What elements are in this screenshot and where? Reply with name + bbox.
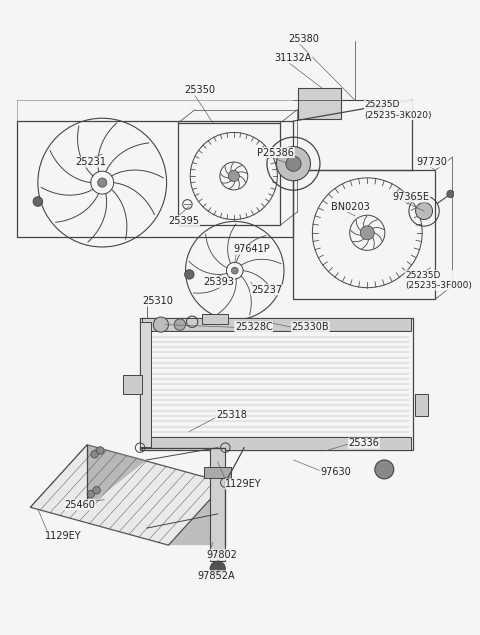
Circle shape (231, 267, 238, 274)
Text: BN0203: BN0203 (331, 201, 370, 211)
Circle shape (93, 486, 100, 494)
Circle shape (447, 190, 455, 197)
Polygon shape (30, 444, 225, 545)
Text: 1129EY: 1129EY (225, 479, 262, 489)
Circle shape (416, 203, 432, 220)
Text: 25235D
(25235-3K020): 25235D (25235-3K020) (364, 100, 432, 119)
Text: 25380: 25380 (288, 34, 320, 44)
Text: 25237: 25237 (251, 285, 282, 295)
Bar (178, 123, 280, 225)
Circle shape (91, 450, 98, 458)
Circle shape (174, 319, 186, 330)
Circle shape (153, 317, 168, 332)
Circle shape (286, 156, 301, 171)
Text: 97852A: 97852A (197, 571, 235, 581)
Bar (140, 322, 152, 446)
Text: 25318: 25318 (216, 410, 247, 420)
Circle shape (228, 170, 240, 182)
Text: 97802: 97802 (206, 550, 237, 560)
Text: 97365E: 97365E (393, 192, 430, 202)
Text: 25235D
(25235-3F000): 25235D (25235-3F000) (405, 271, 472, 290)
Text: 25328C: 25328C (235, 322, 273, 331)
Text: 97641P: 97641P (234, 244, 271, 254)
Text: 25330B: 25330B (291, 322, 329, 331)
Text: 25231: 25231 (76, 157, 107, 167)
Bar (142, 318, 411, 331)
Text: 97630: 97630 (320, 467, 351, 477)
Text: 25310: 25310 (142, 296, 173, 306)
Circle shape (210, 561, 225, 577)
Text: 31132A: 31132A (275, 53, 312, 63)
Text: 97730: 97730 (417, 157, 447, 167)
Circle shape (97, 178, 107, 187)
Polygon shape (87, 444, 147, 507)
Circle shape (87, 490, 95, 498)
Circle shape (276, 147, 311, 181)
Bar (140, 318, 413, 450)
Bar (202, 314, 228, 324)
Circle shape (185, 270, 194, 279)
Polygon shape (298, 88, 341, 119)
Text: 25395: 25395 (168, 216, 200, 225)
Circle shape (33, 197, 43, 206)
Bar (415, 394, 428, 417)
Bar (123, 375, 142, 394)
Text: 25393: 25393 (204, 277, 234, 287)
Text: 1129EY: 1129EY (46, 531, 82, 541)
Circle shape (360, 226, 374, 240)
Text: P25386: P25386 (257, 147, 294, 157)
Circle shape (374, 105, 384, 114)
Bar (210, 448, 225, 561)
Text: 25350: 25350 (185, 85, 216, 95)
Polygon shape (168, 483, 225, 545)
Text: 25336: 25336 (348, 438, 379, 448)
Bar (142, 438, 411, 450)
Circle shape (375, 460, 394, 479)
Circle shape (96, 446, 104, 454)
Text: 25460: 25460 (64, 500, 95, 510)
Bar (204, 467, 231, 478)
